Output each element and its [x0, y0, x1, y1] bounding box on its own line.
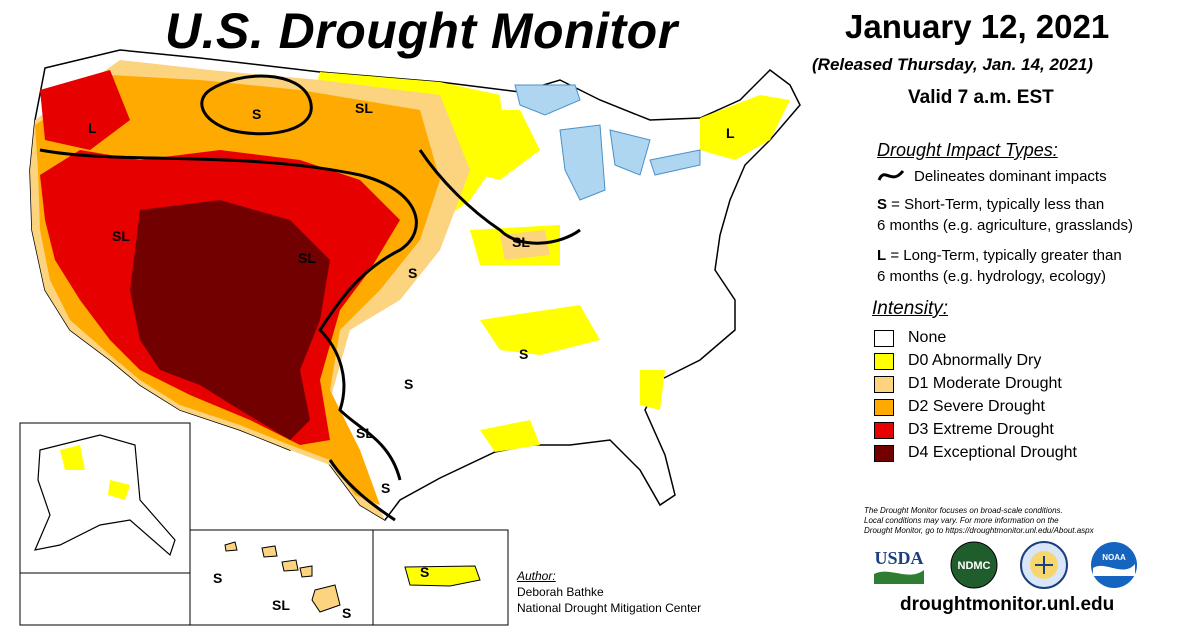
legend-item-d2: D2 Severe Drought [874, 397, 1045, 417]
map-label-sl: SL [298, 250, 316, 266]
legend-item-d3: D3 Extreme Drought [874, 420, 1054, 440]
noaa-logo: NOAA [1091, 542, 1137, 588]
aleutian-inset-frame [19, 572, 191, 626]
map-label-s: S [519, 346, 529, 362]
ndmc-logo-text: NDMC [958, 560, 991, 572]
map-label-sl: SL [355, 100, 373, 116]
map-label-s: S [408, 265, 418, 281]
map-label-sl: SL [356, 425, 374, 441]
author-org: National Drought Mitigation Center [517, 601, 702, 615]
impact-line-montana [200, 74, 313, 136]
impact-types-heading: Drought Impact Types: [877, 140, 1058, 160]
legend-swatch [874, 352, 894, 370]
map-title: U.S. Drought Monitor [165, 3, 678, 59]
map-date: January 12, 2021 [845, 8, 1110, 45]
map-label-s: S [381, 480, 391, 496]
release-date: (Released Thursday, Jan. 14, 2021) [812, 55, 1093, 74]
legend-swatch [874, 375, 894, 393]
impact-line-icon [877, 169, 905, 181]
short-term-desc: S = Short-Term, typically less than [877, 196, 1105, 213]
author-block: Author: Deborah Bathke National Drought … [517, 568, 701, 616]
d0-carolina [640, 370, 665, 410]
website-link[interactable]: droughtmonitor.unl.edu [900, 594, 1115, 615]
map-label-s: S [420, 564, 430, 580]
impact-line-south [328, 459, 396, 522]
d4-southwest [130, 200, 330, 440]
map-label-s: S [252, 106, 262, 122]
map-label-l: L [88, 120, 97, 136]
short-term-desc-line2: 6 months (e.g. agriculture, grasslands) [877, 217, 1133, 234]
alaska-d0 [60, 445, 130, 500]
map-label-l: L [726, 125, 735, 141]
map-label-sl: SL [112, 228, 130, 244]
valid-time: Valid 7 a.m. EST [908, 87, 1054, 108]
map-label-s: S [213, 570, 223, 586]
legend-item-d0: D0 Abnormally Dry [874, 351, 1041, 371]
map-label-s: S [342, 605, 352, 621]
noaa-logo-text: NOAA [1102, 553, 1126, 562]
usda-logo: USDA [874, 548, 924, 584]
legend-swatch [874, 444, 894, 462]
legend-item-none: None [874, 328, 946, 348]
map-label-s: S [404, 376, 414, 392]
d0-gulf [480, 420, 540, 452]
d0-new-england [700, 95, 790, 160]
usda-logo-text: USDA [874, 548, 923, 568]
alaska-shape [33, 434, 176, 557]
ndmc-logo: NDMC [950, 541, 998, 589]
long-term-desc: L = Long-Term, typically greater than [877, 247, 1122, 264]
long-term-desc-line2: 6 months (e.g. hydrology, ecology) [877, 268, 1107, 285]
d0-southeast [480, 305, 600, 355]
intensity-heading: Intensity: [872, 298, 949, 319]
author-label: Author: [517, 569, 556, 583]
puerto-rico-inset-frame [372, 529, 509, 626]
legend-swatch [874, 398, 894, 416]
legend-item-d1: D1 Moderate Drought [874, 374, 1062, 394]
hawaii-islands [224, 541, 341, 613]
author-name: Deborah Bathke [517, 585, 604, 599]
puerto-rico-island [404, 565, 481, 587]
impact-line-west [39, 148, 418, 481]
map-label-sl: SL [512, 234, 530, 250]
great-lakes [514, 84, 701, 201]
legend-swatch [874, 421, 894, 439]
impact-line-midwest [418, 149, 581, 245]
commerce-seal [1020, 541, 1068, 589]
legend-swatch [874, 329, 894, 347]
legend-item-d4: D4 Exceptional Drought [874, 443, 1077, 463]
disclaimer-text: The Drought Monitor focuses on broad-sca… [864, 506, 1094, 535]
d3-oregon [40, 70, 130, 150]
map-label-sl: SL [272, 597, 290, 613]
delineates-text: Delineates dominant impacts [914, 168, 1107, 185]
